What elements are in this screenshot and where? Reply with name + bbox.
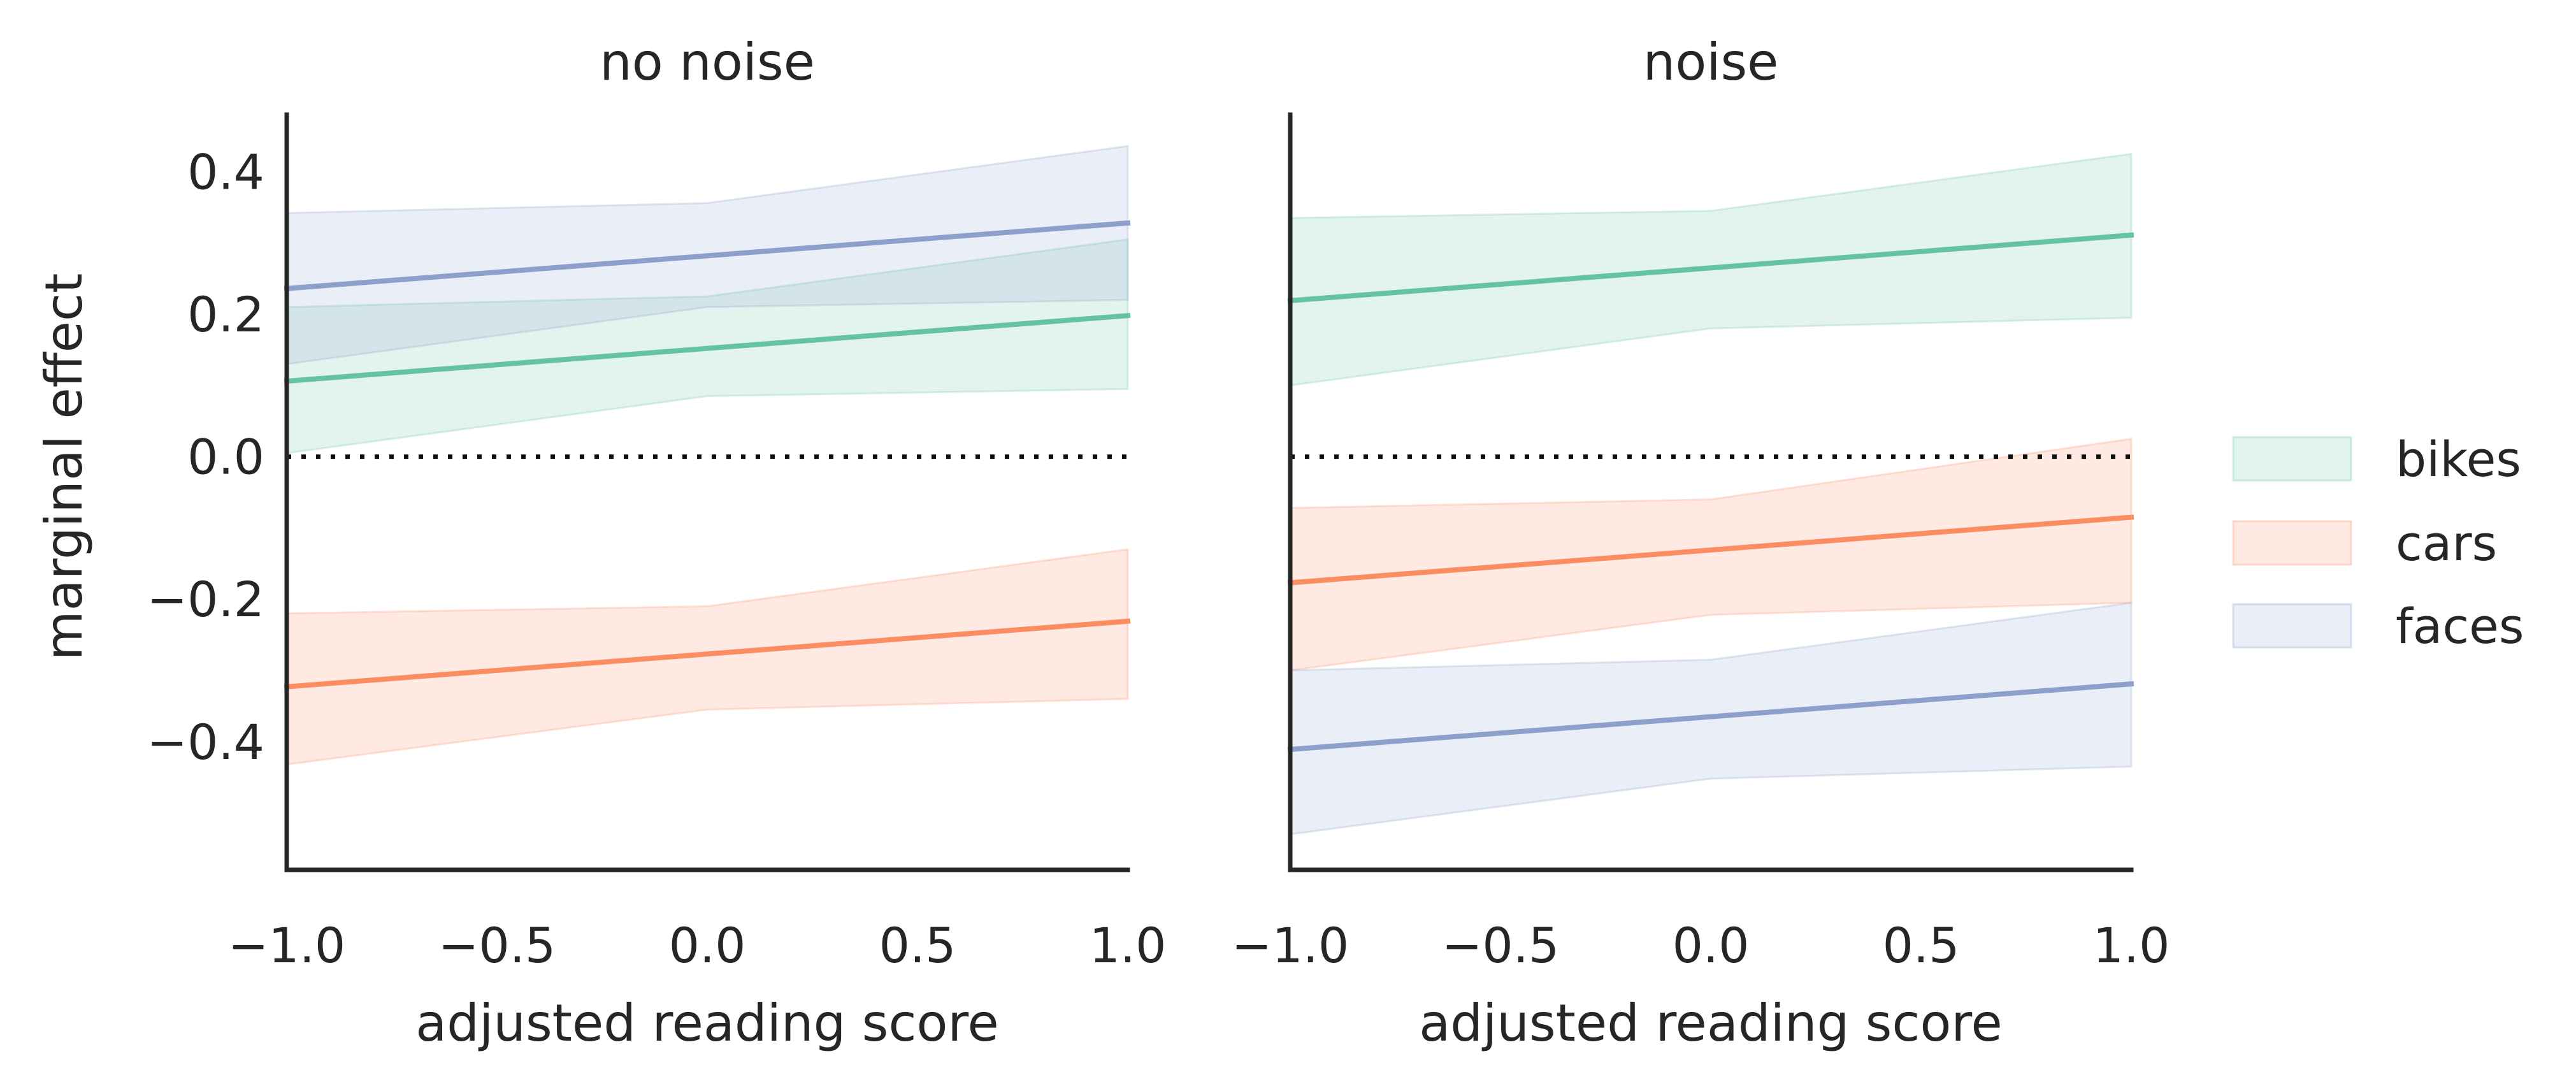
legend-label-faces: faces (2396, 598, 2524, 654)
panel-title-2: noise (1643, 33, 1779, 92)
y-tick-label: 0.4 (187, 143, 264, 200)
series-line-bikes-panel-1 (284, 312, 1131, 384)
y-axis-label: marginal effect (34, 273, 94, 661)
x-tick-label-panel-1: 1.0 (1090, 917, 1167, 974)
x-axis-label-panel-2: adjusted reading score (1419, 993, 2002, 1053)
legend-swatch-faces (2232, 603, 2352, 649)
x-tick-label-panel-1: −0.5 (438, 917, 556, 974)
y-tick-label: −0.2 (147, 571, 264, 628)
x-axis-label-panel-1: adjusted reading score (415, 993, 998, 1053)
x-tick-label-panel-2: −1.0 (1232, 917, 1349, 974)
x-tick-label-panel-1: 0.5 (879, 917, 956, 974)
x-tick-label-panel-2: 0.5 (1883, 917, 1960, 974)
series-line-bikes-panel-2 (1287, 232, 2134, 304)
y-tick-label: 0.2 (187, 286, 264, 343)
series-line-faces-panel-1 (284, 220, 1131, 292)
panel-title-1: no noise (600, 33, 815, 92)
x-tick-label-panel-1: 0.0 (669, 917, 746, 974)
x-tick-label-panel-2: 0.0 (1673, 917, 1750, 974)
legend-swatch-bikes (2232, 436, 2352, 482)
series-line-faces-panel-2 (1287, 681, 2134, 753)
legend-label-cars: cars (2396, 515, 2497, 572)
legend-label-bikes: bikes (2396, 431, 2521, 488)
x-tick-label-panel-2: −0.5 (1442, 917, 1560, 974)
ci-band-cars-panel-1 (285, 548, 1129, 766)
x-tick-label-panel-2: 1.0 (2093, 917, 2170, 974)
series-line-cars-panel-2 (1287, 514, 2134, 586)
x-tick-label-panel-1: −1.0 (228, 917, 346, 974)
series-line-cars-panel-1 (284, 618, 1131, 690)
y-tick-label: −0.4 (147, 714, 264, 770)
legend-swatch-cars (2232, 520, 2352, 566)
y-tick-label: 0.0 (187, 429, 264, 486)
